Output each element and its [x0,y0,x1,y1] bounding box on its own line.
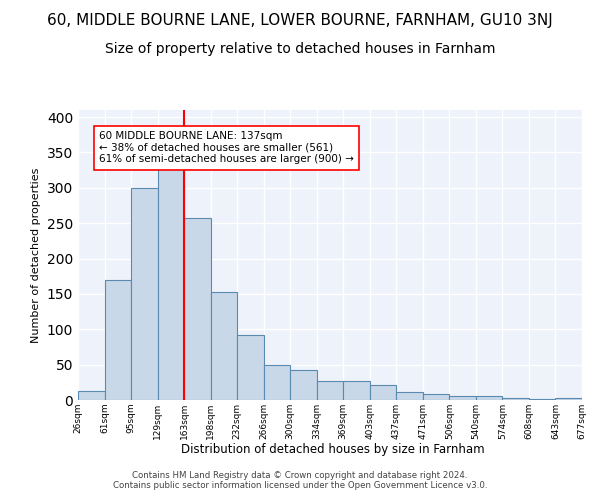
Bar [370,385,397,400]
Bar [476,396,502,400]
Bar [78,391,104,400]
Text: Size of property relative to detached houses in Farnham: Size of property relative to detached ho… [105,42,495,56]
Bar [423,394,449,400]
Bar [397,392,423,400]
Text: Contains HM Land Registry data © Crown copyright and database right 2024.
Contai: Contains HM Land Registry data © Crown c… [113,470,487,490]
Text: 60, MIDDLE BOURNE LANE, LOWER BOURNE, FARNHAM, GU10 3NJ: 60, MIDDLE BOURNE LANE, LOWER BOURNE, FA… [47,12,553,28]
Bar [529,398,556,400]
Bar [263,366,290,400]
Bar [449,396,476,400]
Bar [317,381,343,400]
Bar [184,218,211,400]
Text: 60 MIDDLE BOURNE LANE: 137sqm
← 38% of detached houses are smaller (561)
61% of : 60 MIDDLE BOURNE LANE: 137sqm ← 38% of d… [99,131,354,164]
Bar [131,188,158,400]
Bar [211,292,237,400]
Bar [502,398,529,400]
Bar [290,370,317,400]
Bar [158,166,184,400]
Text: Distribution of detached houses by size in Farnham: Distribution of detached houses by size … [181,442,485,456]
Y-axis label: Number of detached properties: Number of detached properties [31,168,41,342]
Bar [104,280,131,400]
Bar [556,398,582,400]
Bar [237,335,263,400]
Bar [343,381,370,400]
